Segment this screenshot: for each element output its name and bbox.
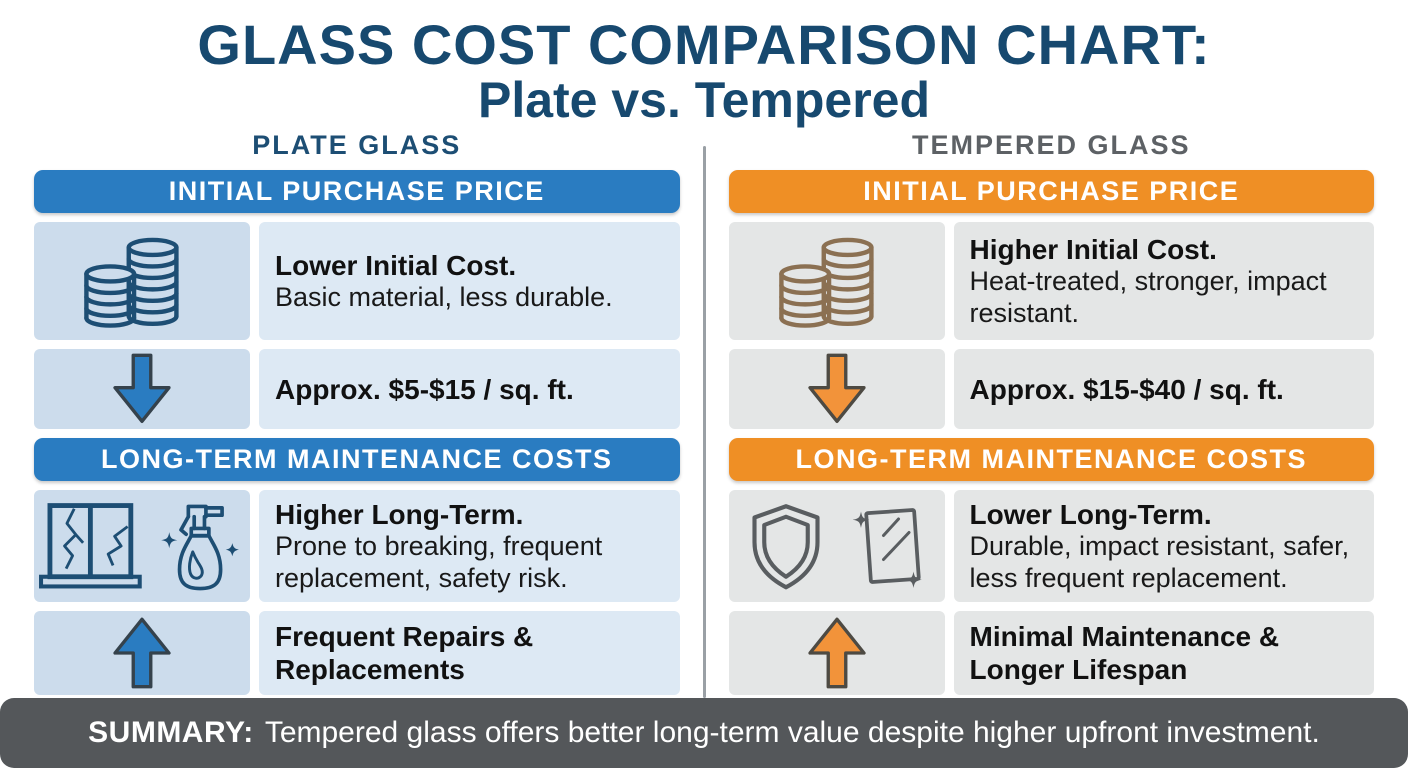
summary-bar: SUMMARY: Tempered glass offers better lo…	[0, 698, 1408, 768]
plate-column-header: PLATE GLASS	[252, 130, 462, 161]
plate-outcome-title: Frequent Repairs & Replacements	[275, 621, 534, 686]
plate-cost-text-cell: Lower Initial Cost. Basic material, less…	[259, 222, 680, 341]
plate-maintenance-title: Higher Long-Term.	[275, 498, 524, 530]
plate-initial-price-band: INITIAL PURCHASE PRICE	[34, 170, 680, 214]
plate-price-title: Approx. $5-$15 / sq. ft.	[275, 373, 574, 405]
plate-longterm-band: LONG-TERM MAINTENANCE COSTS	[34, 438, 680, 482]
shield-icon	[744, 497, 828, 595]
tempered-cost-title: Higher Initial Cost.	[969, 233, 1217, 265]
tempered-outcome-icon-cell	[728, 611, 945, 696]
tempered-cost-desc: Heat-treated, stronger, impact resistant…	[969, 265, 1327, 328]
summary-label: SUMMARY:	[88, 716, 254, 749]
tempered-outcome-text-cell: Minimal Maintenance & Longer Lifespan	[953, 611, 1374, 696]
arrow-up-icon	[111, 615, 173, 691]
sparkling-glass-icon	[840, 494, 930, 598]
plate-outcome-icon-cell	[34, 611, 250, 696]
tempered-column-header: TEMPERED GLASS	[911, 130, 1191, 161]
plate-cost-icon-cell	[34, 222, 250, 341]
plate-cost-desc: Basic material, less durable.	[275, 281, 613, 312]
spray-bottle-icon	[159, 494, 247, 598]
tempered-initial-price-band: INITIAL PURCHASE PRICE	[728, 170, 1374, 214]
tempered-longterm-band: LONG-TERM MAINTENANCE COSTS	[728, 438, 1374, 482]
comparison-table: PLATE GLASS INITIAL PURCHASE PRICE	[0, 126, 1408, 704]
tempered-price-title: Approx. $15-$40 / sq. ft.	[969, 373, 1284, 405]
coins-icon	[82, 230, 202, 332]
title-line-2: Plate vs. Tempered	[477, 72, 931, 129]
plate-maintenance-icon-cell	[34, 490, 250, 603]
tempered-glass-column: TEMPERED GLASS INITIAL PURCHASE PRICE	[728, 130, 1374, 704]
arrow-down-icon	[806, 352, 868, 426]
plate-price-text-cell: Approx. $5-$15 / sq. ft.	[259, 349, 680, 430]
tempered-cost-text-cell: Higher Initial Cost. Heat-treated, stron…	[953, 222, 1374, 341]
plate-outcome-row: Frequent Repairs & Replacements	[34, 611, 680, 696]
tempered-outcome-row: Minimal Maintenance & Longer Lifespan	[728, 611, 1374, 696]
tempered-price-row: Approx. $15-$40 / sq. ft.	[728, 349, 1374, 430]
tempered-cost-row: Higher Initial Cost. Heat-treated, stron…	[728, 222, 1374, 341]
tempered-maintenance-title: Lower Long-Term.	[969, 498, 1212, 530]
tempered-price-text-cell: Approx. $15-$40 / sq. ft.	[953, 349, 1374, 430]
plate-price-row: Approx. $5-$15 / sq. ft.	[34, 349, 680, 430]
broken-window-icon	[37, 500, 147, 592]
plate-price-icon-cell	[34, 349, 250, 430]
plate-glass-column: PLATE GLASS INITIAL PURCHASE PRICE	[34, 130, 680, 704]
tempered-maintenance-icon-cell	[728, 490, 945, 603]
tempered-maintenance-text-cell: Lower Long-Term. Durable, impact resista…	[953, 490, 1374, 603]
plate-maintenance-row: Higher Long-Term. Prone to breaking, fre…	[34, 490, 680, 603]
tempered-maintenance-desc: Durable, impact resistant, safer, less f…	[969, 530, 1350, 593]
plate-cost-title: Lower Initial Cost.	[275, 249, 517, 281]
plate-maintenance-text-cell: Higher Long-Term. Prone to breaking, fre…	[259, 490, 680, 603]
tempered-outcome-title: Minimal Maintenance & Longer Lifespan	[969, 621, 1280, 686]
title-line-1: GLASS COST COMPARISON CHART:	[197, 13, 1211, 76]
arrow-down-icon	[111, 352, 173, 426]
tempered-price-icon-cell	[728, 349, 945, 430]
tempered-cost-icon-cell	[728, 222, 945, 341]
coins-icon	[777, 230, 897, 332]
plate-maintenance-desc: Prone to breaking, frequent replacement,…	[275, 530, 603, 593]
arrow-up-icon	[806, 615, 868, 691]
tempered-maintenance-row: Lower Long-Term. Durable, impact resista…	[728, 490, 1374, 603]
plate-outcome-text-cell: Frequent Repairs & Replacements	[259, 611, 680, 696]
page-title: GLASS COST COMPARISON CHART: Plate vs. T…	[0, 0, 1408, 126]
plate-cost-row: Lower Initial Cost. Basic material, less…	[34, 222, 680, 341]
column-divider	[702, 146, 706, 699]
summary-text: Tempered glass offers better long-term v…	[264, 716, 1320, 749]
